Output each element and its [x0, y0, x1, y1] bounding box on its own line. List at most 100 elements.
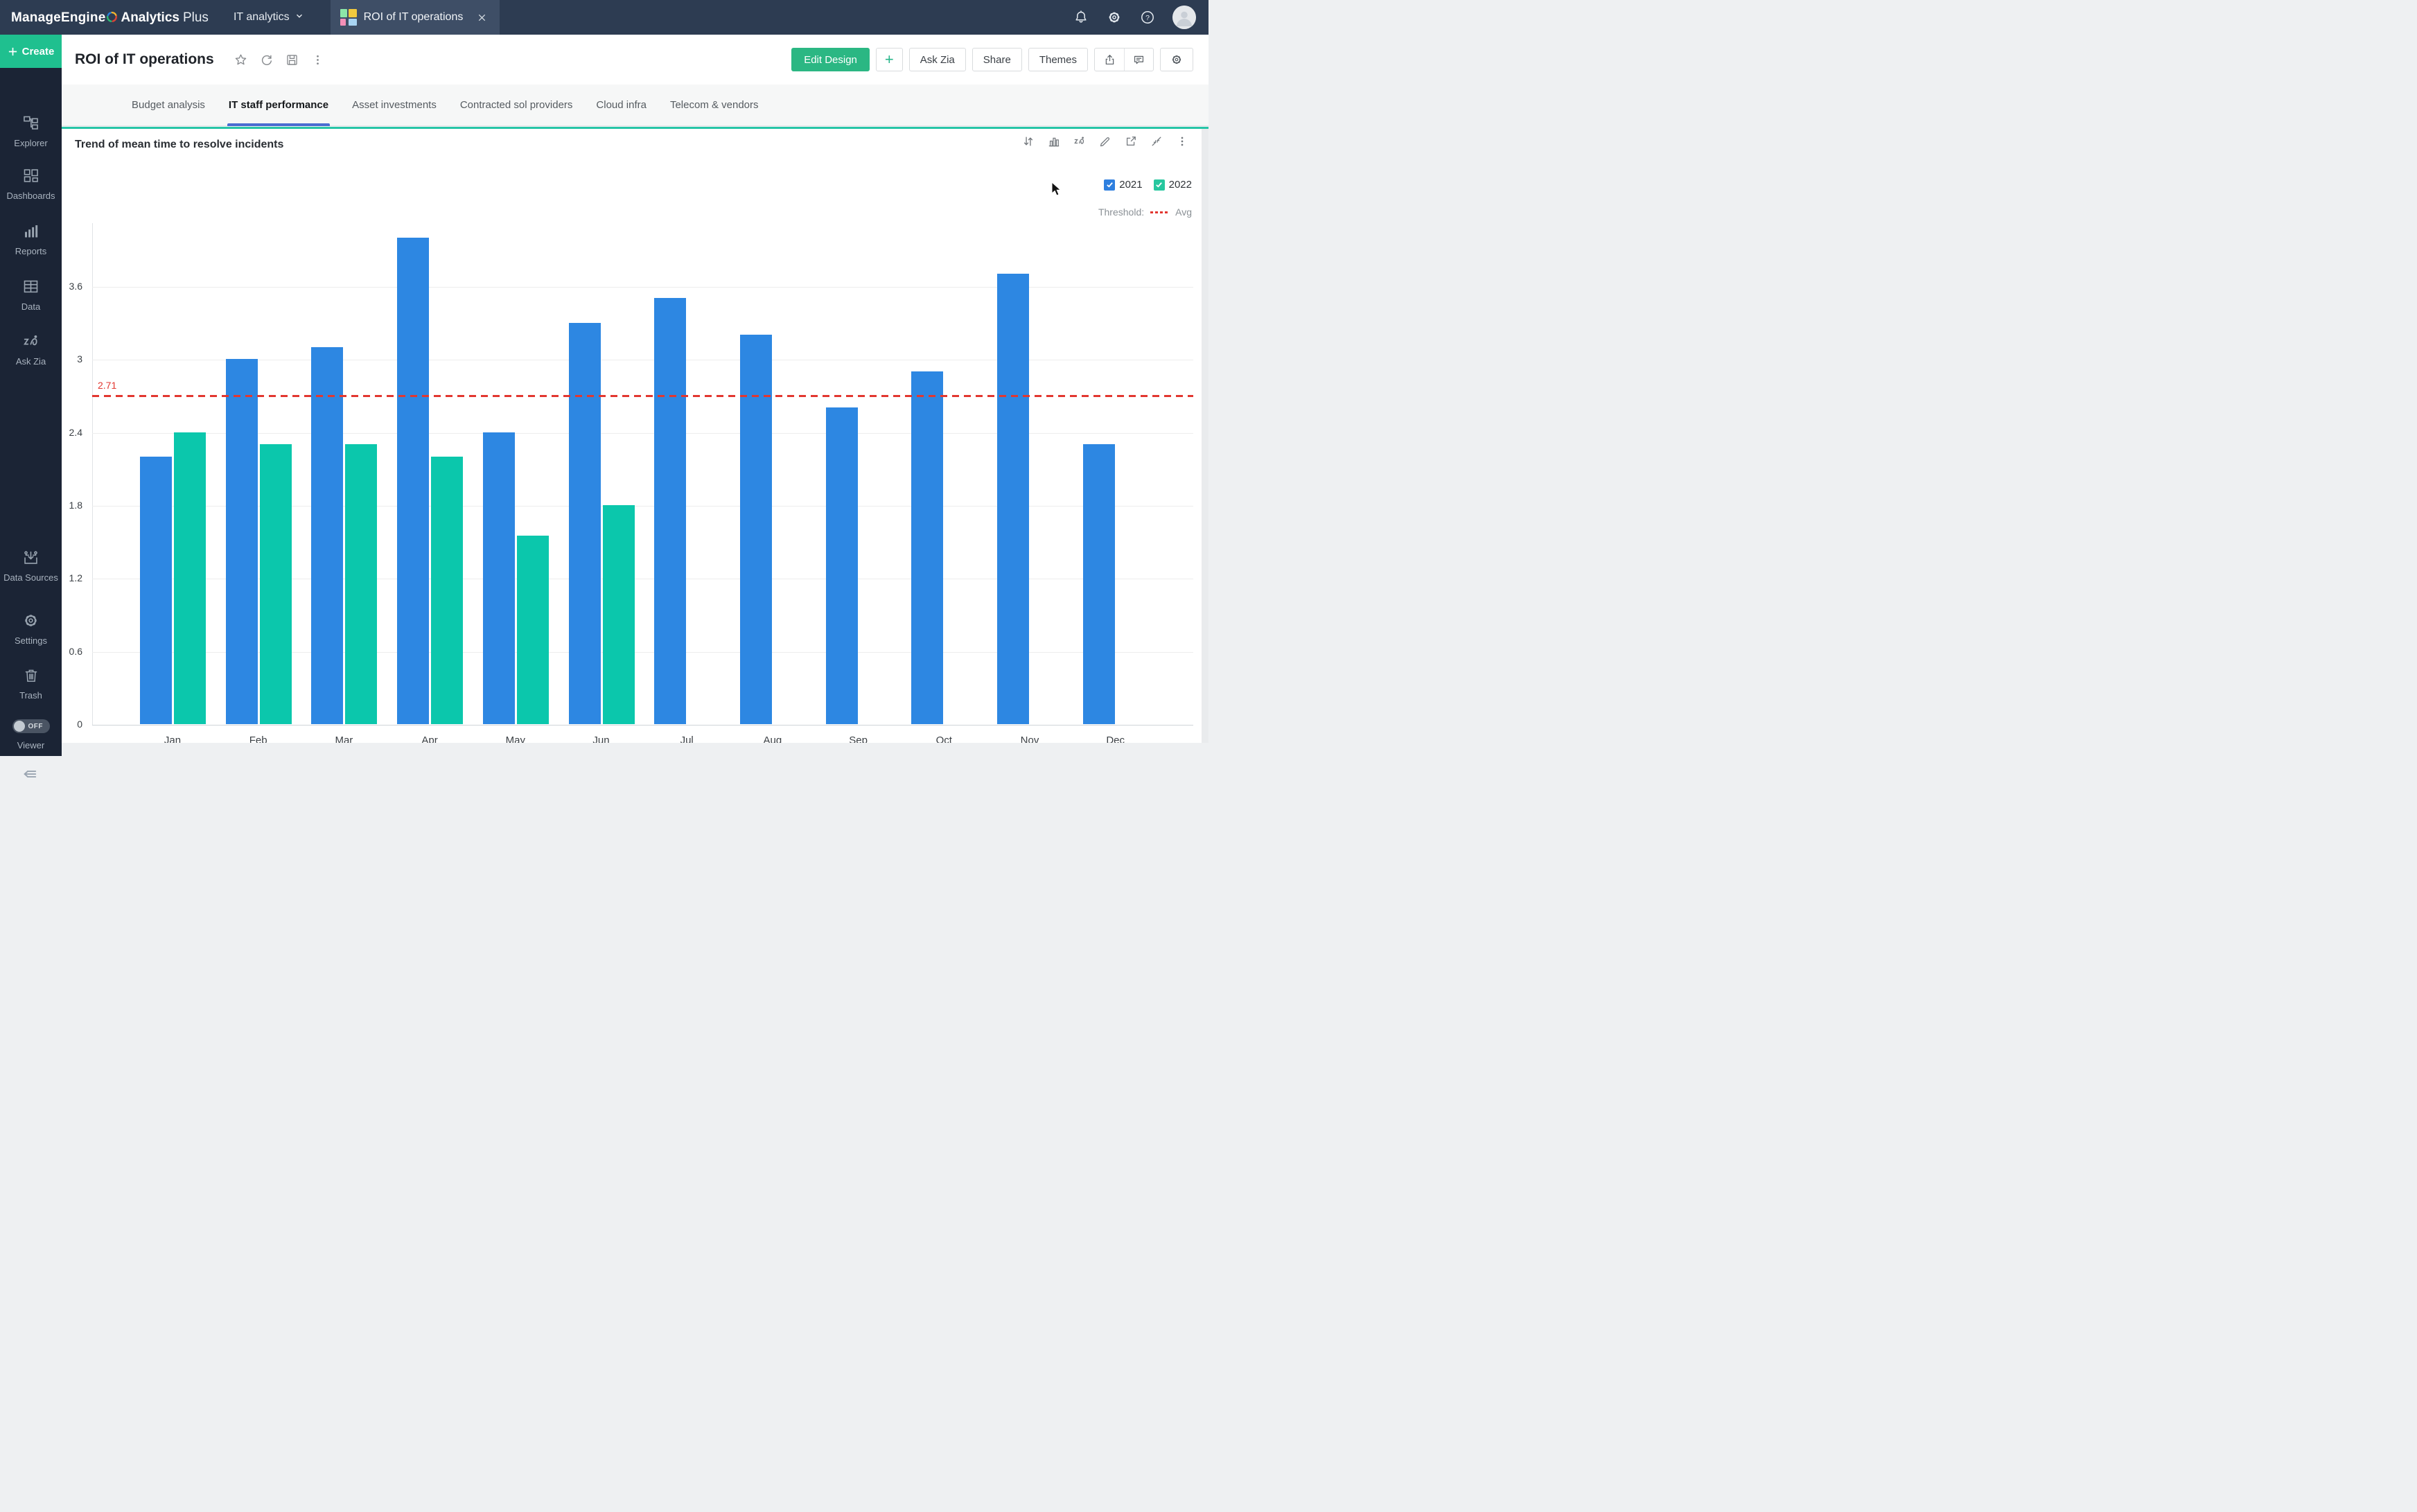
collapse-sidebar-button[interactable] [0, 764, 62, 787]
trash-icon [25, 669, 37, 682]
themes-button[interactable]: Themes [1028, 48, 1088, 71]
open-document-tab[interactable]: ROI of IT operations [330, 0, 500, 35]
bar-2021-Dec[interactable] [1082, 444, 1115, 724]
bar-2022-Mar[interactable] [345, 444, 378, 724]
bar-2021-Feb[interactable] [225, 359, 258, 724]
bar-2022-Jun[interactable] [602, 504, 635, 724]
tab-it-staff-performance[interactable]: IT staff performance [227, 85, 331, 126]
left-sidebar: Create Explorer Dashboards Reports Data … [0, 35, 62, 777]
checkbox-2022[interactable] [1153, 179, 1165, 191]
bar-2021-Nov[interactable] [997, 274, 1029, 724]
y-tick-label: 1.2 [69, 572, 82, 584]
bar-2021-Jul[interactable] [654, 298, 687, 724]
favorite-star-icon[interactable] [234, 53, 248, 67]
sidebar-item-settings[interactable]: Settings [0, 611, 62, 647]
y-axis-line [92, 223, 93, 725]
threshold-line [92, 395, 1193, 398]
save-icon[interactable] [285, 53, 299, 67]
legend-item-2021[interactable]: 2021 [1104, 179, 1143, 191]
comments-icon[interactable] [1124, 49, 1153, 71]
data-sources-icon [24, 551, 37, 564]
open-in-new-icon[interactable] [1124, 134, 1138, 148]
create-button[interactable]: Create [0, 35, 62, 68]
sidebar-item-trash[interactable]: Trash [0, 667, 62, 701]
threshold-label: Threshold: [1098, 206, 1145, 218]
sidebar-item-data[interactable]: Data [0, 277, 62, 313]
vertical-scrollbar[interactable] [1202, 129, 1208, 743]
bar-2021-Jun[interactable] [568, 322, 601, 724]
user-avatar[interactable] [1172, 6, 1196, 29]
help-icon[interactable]: ? [1139, 9, 1156, 26]
sidebar-item-data-sources[interactable]: Data Sources [0, 548, 62, 583]
tab-label: IT staff performance [228, 99, 329, 111]
toggle-state-label: OFF [28, 722, 43, 730]
export-icon[interactable] [1095, 49, 1124, 71]
card-accent-line [62, 127, 1208, 129]
bar-2021-Jan[interactable] [140, 456, 172, 724]
sidebar-item-ask-zia[interactable]: Ask Zia [0, 331, 62, 367]
chart-menu-kebab-icon[interactable] [1175, 134, 1189, 148]
threshold-dash-swatch [1150, 211, 1170, 213]
zia-insights-icon[interactable] [1073, 134, 1087, 148]
tab-label: Asset investments [352, 99, 437, 111]
refresh-icon[interactable] [259, 53, 274, 67]
ask-zia-button[interactable]: Ask Zia [908, 48, 966, 71]
settings-gear-icon[interactable] [1106, 9, 1123, 26]
share-button[interactable]: Share [972, 48, 1022, 71]
document-header: ROI of IT operations Edit Design + Ask Z… [62, 35, 1208, 85]
legend-item-2022[interactable]: 2022 [1153, 179, 1192, 191]
bar-2021-Apr[interactable] [397, 237, 430, 724]
workspace-switcher[interactable]: IT analytics [234, 11, 304, 24]
bar-2022-Feb[interactable] [259, 444, 292, 724]
tab-asset-investments[interactable]: Asset investments [352, 85, 437, 126]
bar-2022-May[interactable] [516, 535, 549, 724]
tab-label: Contracted sol providers [459, 99, 573, 111]
header-actions: Edit Design + Ask Zia Share Themes [791, 48, 1193, 71]
edit-pencil-icon[interactable] [1098, 134, 1112, 148]
sidebar-item-dashboards[interactable]: Dashboards [0, 166, 62, 202]
sidebar-item-label: Reports [15, 246, 47, 256]
sidebar-item-reports[interactable]: Reports [0, 222, 62, 257]
notifications-bell-icon[interactable] [1073, 9, 1089, 26]
workspace-label: IT analytics [233, 11, 290, 23]
dashboard-settings-button[interactable] [1160, 48, 1193, 71]
sidebar-item-label: Dashboards [6, 191, 55, 201]
close-tab-icon[interactable] [477, 12, 487, 23]
brand-logo[interactable]: ManageEngine Analytics Plus [11, 10, 209, 26]
checkbox-2021[interactable] [1104, 179, 1116, 191]
bar-2021-Aug[interactable] [739, 335, 772, 724]
create-label: Create [21, 45, 55, 58]
viewer-label: Viewer [17, 740, 45, 750]
sort-icon[interactable] [1021, 134, 1035, 148]
collapse-icon[interactable] [1150, 134, 1163, 148]
legend-label-2022: 2022 [1168, 179, 1192, 191]
plus-icon [8, 47, 17, 55]
viewer-label-item: Viewer [0, 737, 62, 751]
brand-analytics: Analytics [121, 10, 179, 25]
page-title: ROI of IT operations [75, 51, 214, 67]
bar-2022-Jan[interactable] [174, 432, 206, 724]
add-report-button[interactable]: + [875, 48, 903, 71]
bar-2021-May[interactable] [482, 432, 515, 724]
tab-contracted-sol-providers[interactable]: Contracted sol providers [460, 85, 573, 126]
check-icon [1156, 182, 1162, 188]
data-table-icon [24, 280, 38, 293]
chevron-down-icon [295, 11, 304, 24]
reports-icon [25, 225, 38, 238]
tab-cloud-infra[interactable]: Cloud infra [596, 85, 647, 126]
bar-2021-Oct[interactable] [911, 371, 944, 724]
more-options-kebab-icon[interactable] [310, 53, 325, 67]
bar-2021-Sep[interactable] [825, 407, 858, 724]
tab-telecom-vendors[interactable]: Telecom & vendors [670, 85, 759, 126]
tab-budget-analysis[interactable]: Budget analysis [132, 85, 205, 126]
y-tick-label: 1.8 [69, 499, 82, 511]
edit-design-button[interactable]: Edit Design [791, 48, 870, 71]
bar-2022-Apr[interactable] [431, 456, 464, 724]
sidebar-item-explorer[interactable]: Explorer [0, 114, 62, 149]
sidebar-item-label: Trash [19, 690, 42, 701]
page-bottom-gutter [62, 743, 1208, 756]
chart-type-icon[interactable] [1047, 134, 1061, 148]
bar-2021-Mar[interactable] [311, 346, 344, 724]
y-tick-label: 3 [77, 353, 82, 365]
viewer-toggle[interactable]: OFF [12, 719, 50, 733]
